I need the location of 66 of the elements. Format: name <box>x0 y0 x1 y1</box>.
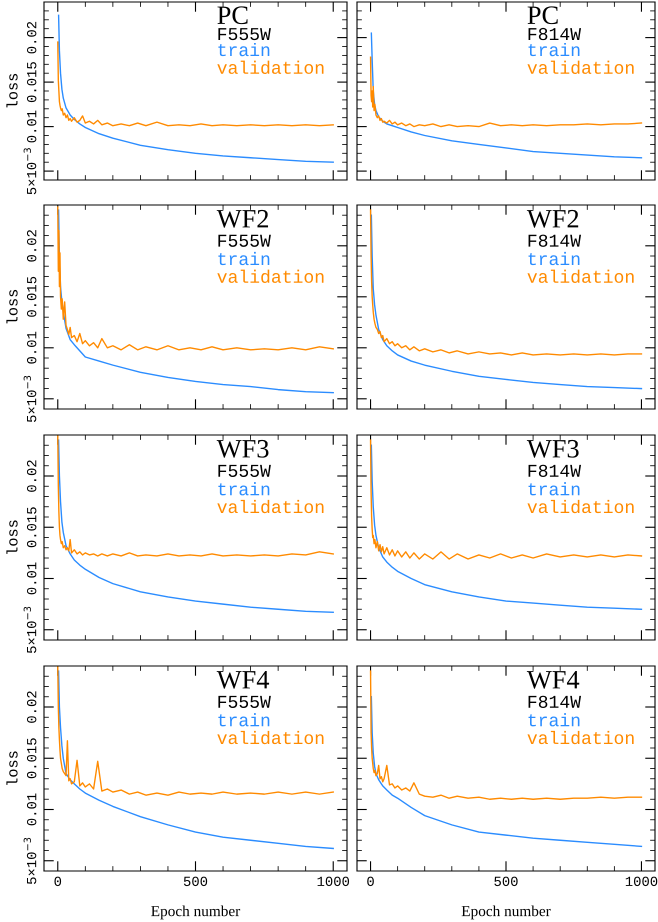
y-tick-label: 0.01 <box>26 562 36 594</box>
chart-title: WF2 <box>216 210 268 228</box>
y-tick-label: 5×10$^{−3}$ <box>24 148 36 194</box>
text: validation <box>217 270 324 283</box>
line-series <box>57 435 334 557</box>
x-tick-label: 500 <box>494 876 518 886</box>
text: train <box>218 482 270 496</box>
y-tick-label: 5×10$^{−3}$ <box>24 838 36 884</box>
text: F814W <box>528 234 582 247</box>
text: validation <box>527 500 634 514</box>
x-tick-label: 0 <box>54 876 62 886</box>
text: train <box>528 713 580 726</box>
line-series <box>57 41 334 126</box>
text: train <box>528 252 580 266</box>
text: validation <box>527 270 634 283</box>
text: validation <box>527 60 634 74</box>
y-tick-label: 0.015 <box>26 738 36 778</box>
text: F814W <box>528 464 582 477</box>
line-series <box>57 206 334 351</box>
text: train <box>528 42 580 56</box>
y-tick-label: 0.015 <box>26 276 36 317</box>
text: F555W <box>218 234 271 247</box>
y-tick-label: 0.02 <box>26 230 36 262</box>
text: validation <box>217 500 324 514</box>
y-tick-label: 0.01 <box>26 110 36 142</box>
text: train <box>528 482 580 496</box>
y-tick-label: 0.015 <box>26 507 36 548</box>
text: validation <box>217 730 324 744</box>
line-series <box>58 439 334 614</box>
y-tick-label: 0.02 <box>26 22 36 54</box>
chart-title: WF4 <box>216 671 270 689</box>
y-tick-label: 0.01 <box>26 794 36 826</box>
x-tick-label: 1000 <box>318 876 350 886</box>
text: F814W <box>528 28 582 40</box>
y-axis-title: loss <box>6 290 18 324</box>
chart-title: WF4 <box>526 671 580 689</box>
y-tick-label: 0.02 <box>26 460 36 492</box>
line-series <box>57 666 334 796</box>
text: train <box>218 713 270 726</box>
y-tick-label: 0.01 <box>26 332 36 364</box>
y-axis-title: loss <box>6 74 18 108</box>
y-tick-label: 5×10$^{−3}$ <box>24 376 36 422</box>
x-axis-title: Epoch number <box>151 905 240 920</box>
x-tick-label: 500 <box>184 876 208 886</box>
y-tick-label: 0.02 <box>26 691 36 723</box>
text: train <box>218 252 270 266</box>
text: F555W <box>218 28 271 40</box>
line-series <box>58 670 334 850</box>
text: train <box>218 42 270 56</box>
text: validation <box>217 60 324 74</box>
chart-title: PC <box>217 6 248 24</box>
text: F555W <box>218 696 271 708</box>
y-axis-title: loss <box>6 751 18 785</box>
text: F555W <box>218 464 271 477</box>
y-tick-label: 5×10$^{−3}$ <box>24 606 36 653</box>
chart-title: WF3 <box>526 440 579 458</box>
chart-title: PC <box>528 6 558 24</box>
chart-title: WF2 <box>526 210 578 228</box>
x-tick-label: 0 <box>367 876 374 886</box>
x-tick-label: 1000 <box>626 876 658 886</box>
y-tick-label: 0.015 <box>26 62 36 102</box>
y-axis-title: loss <box>6 520 18 554</box>
x-axis-title: Epoch number <box>462 905 551 920</box>
text: validation <box>527 730 634 744</box>
chart-title: WF3 <box>216 440 268 458</box>
text: F814W <box>528 696 582 708</box>
